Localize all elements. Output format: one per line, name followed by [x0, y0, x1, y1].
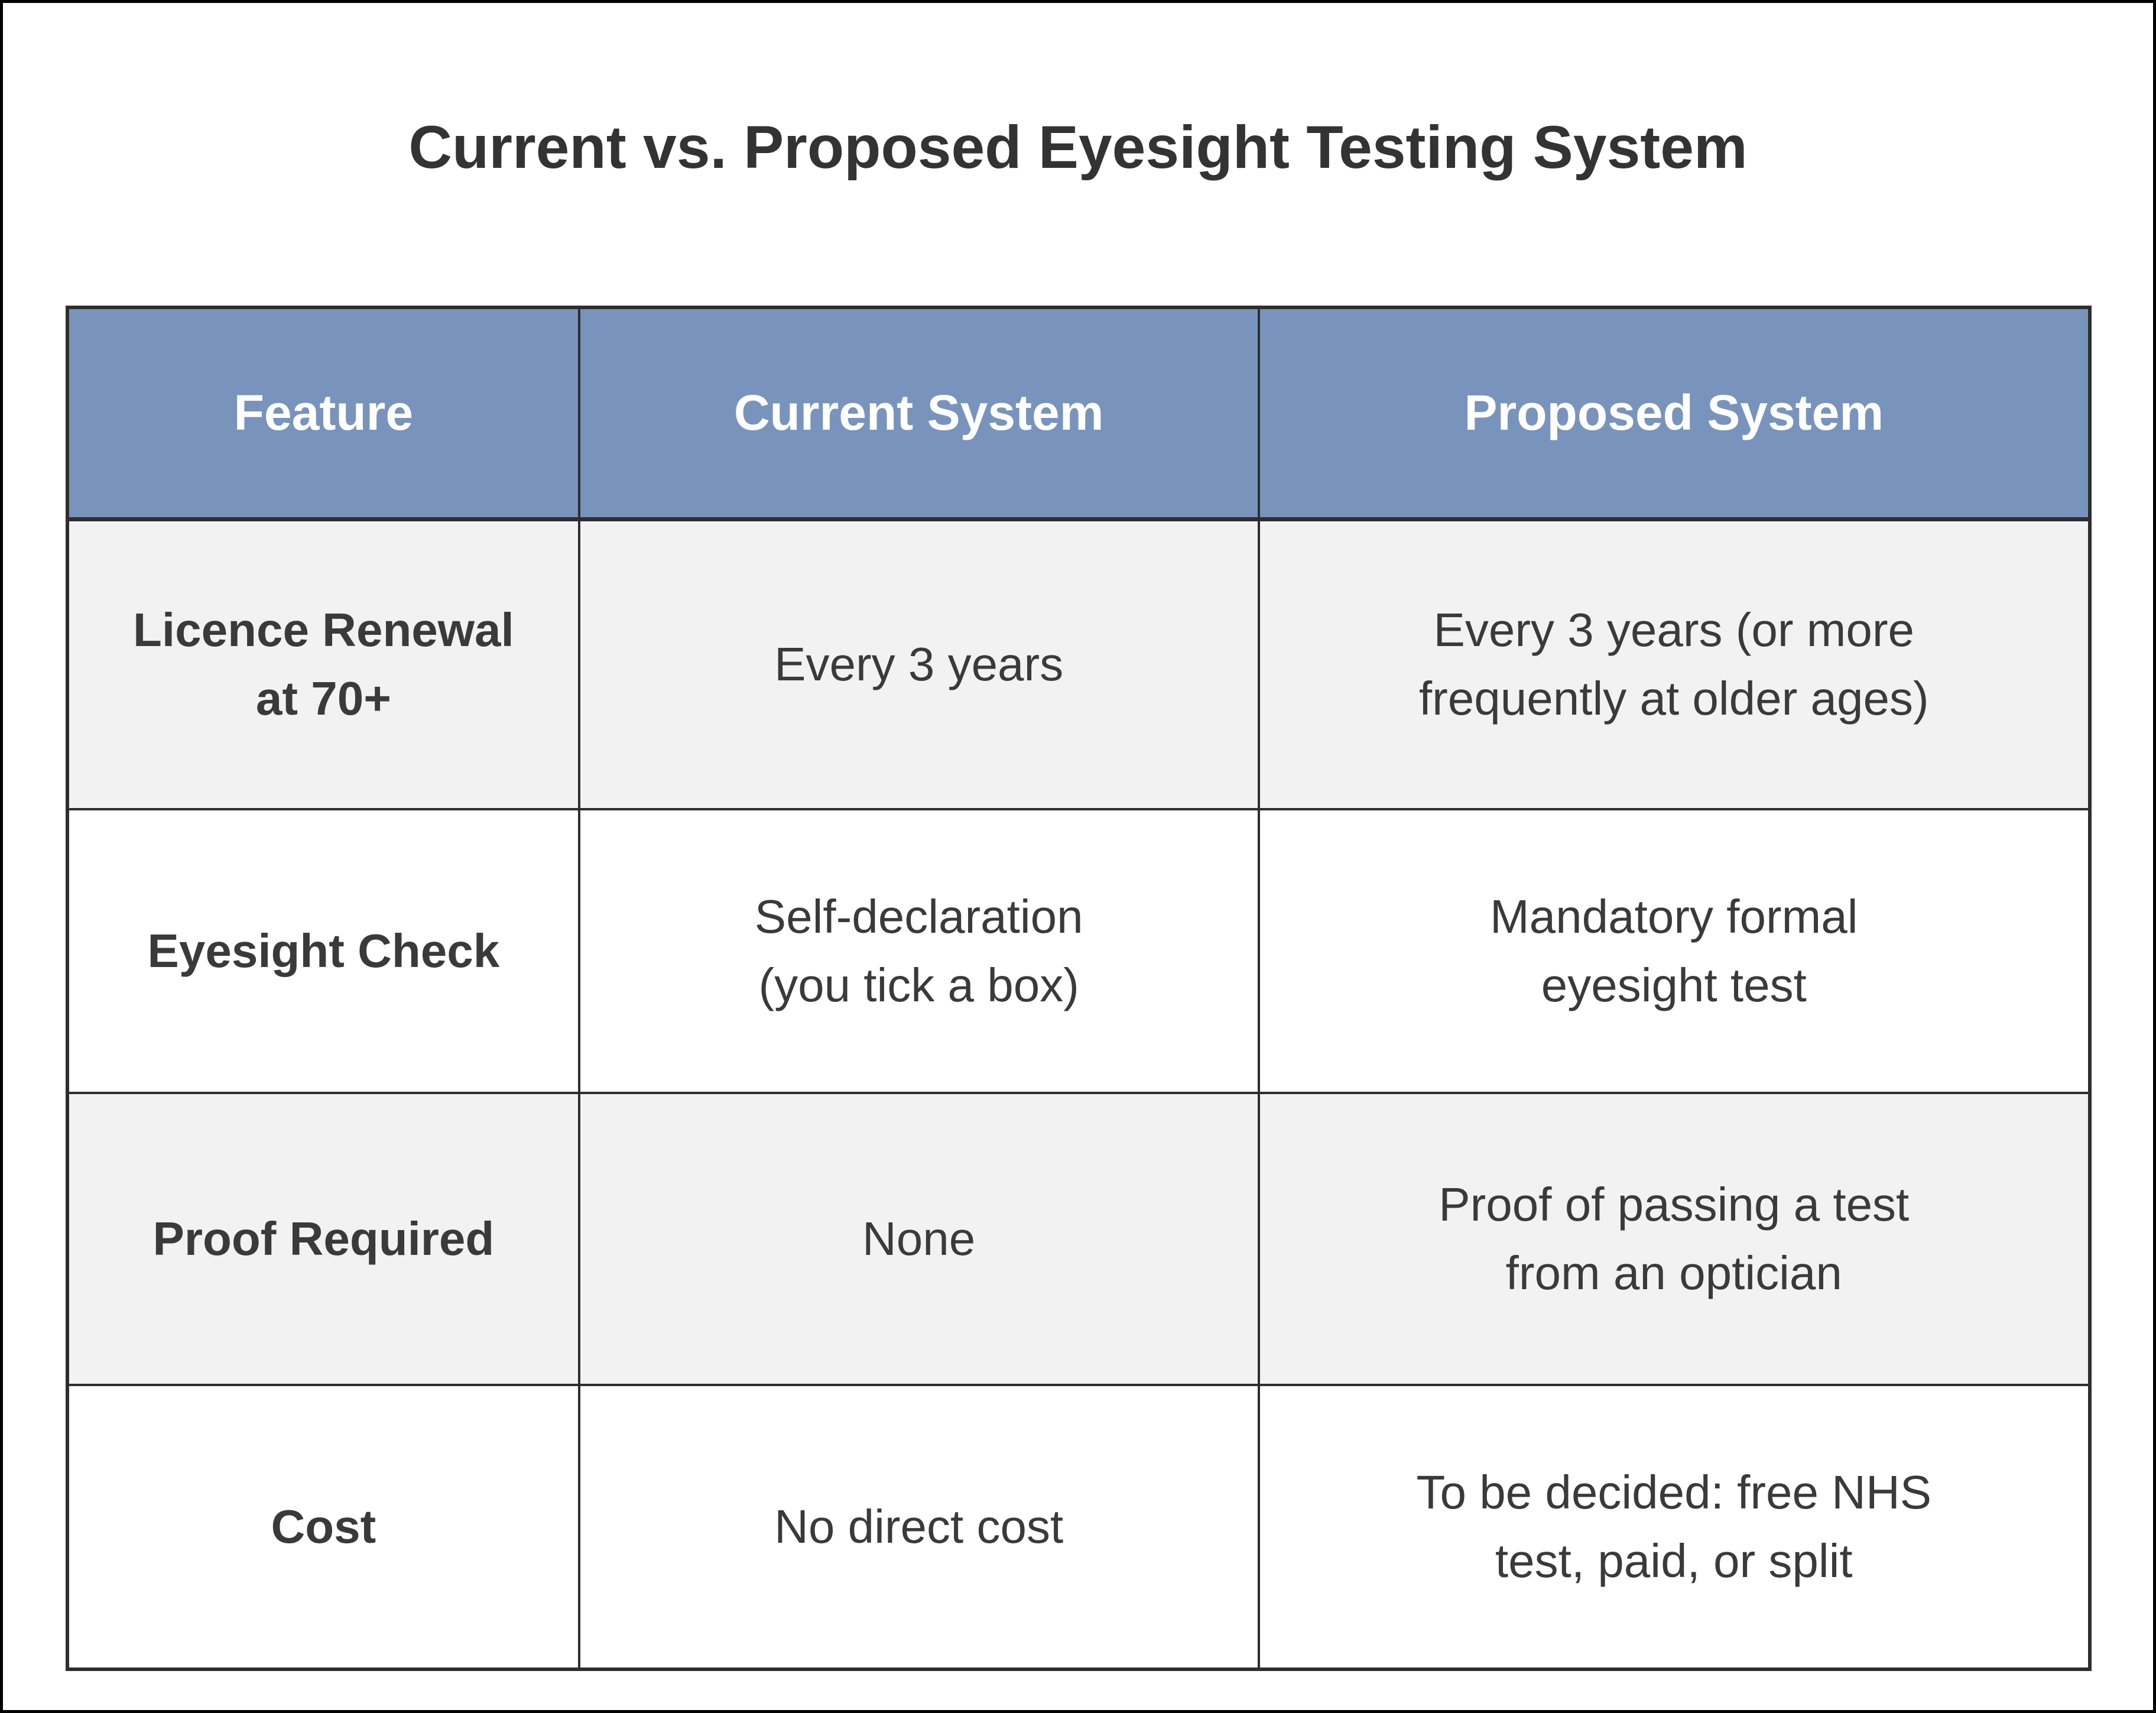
header-cell-current-system: Current System — [577, 306, 1260, 521]
feature-cell: Proof Required — [66, 1091, 580, 1387]
table-row: Licence Renewal at 70+ Every 3 years Eve… — [66, 518, 2092, 810]
proposed-system-cell: Proof of passing a test from an optician — [1257, 1091, 2092, 1387]
page-title: Current vs. Proposed Eyesight Testing Sy… — [408, 113, 1748, 181]
feature-cell: Licence Renewal at 70+ — [66, 518, 580, 810]
current-system-cell: None — [577, 1091, 1260, 1387]
comparison-table: Feature Current System Proposed System L… — [66, 306, 2092, 1671]
proposed-system-cell: Every 3 years (or more frequently at old… — [1257, 518, 2092, 810]
current-system-cell: Self-declaration (you tick a box) — [577, 807, 1260, 1094]
table-row: Eyesight Check Self-declaration (you tic… — [66, 807, 2092, 1094]
table-row: Cost No direct cost To be decided: free … — [66, 1384, 2092, 1670]
feature-cell: Cost — [66, 1384, 580, 1670]
table-header: Feature Current System Proposed System — [66, 306, 2092, 521]
header-cell-proposed-system: Proposed System — [1257, 306, 2092, 521]
current-system-cell: Every 3 years — [577, 518, 1260, 810]
table-row: Proof Required None Proof of passing a t… — [66, 1091, 2092, 1387]
proposed-system-cell: To be decided: free NHS test, paid, or s… — [1257, 1384, 2092, 1670]
current-system-cell: No direct cost — [577, 1384, 1260, 1670]
header-cell-feature: Feature — [66, 306, 580, 521]
proposed-system-cell: Mandatory formal eyesight test — [1257, 807, 2092, 1094]
header-row: Feature Current System Proposed System — [66, 306, 2092, 521]
feature-cell: Eyesight Check — [66, 807, 580, 1094]
